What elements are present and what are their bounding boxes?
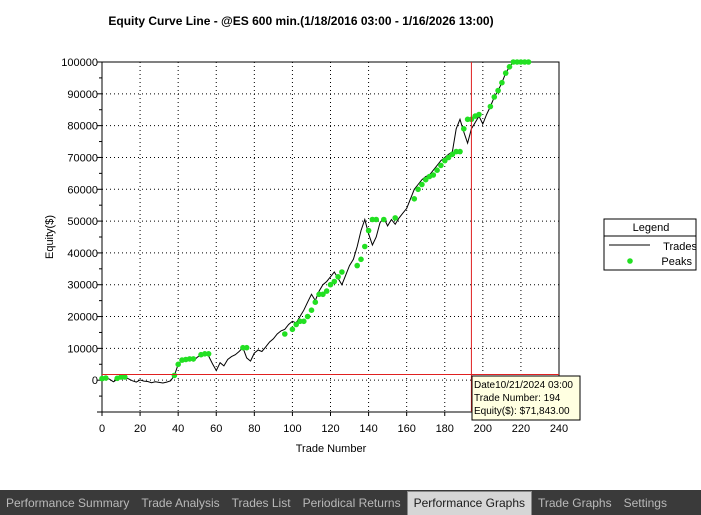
- tab-performance-graphs[interactable]: Performance Graphs: [406, 491, 532, 515]
- axis-ticks: 0 20 40 60 80 100 120 140 160 180 200 220 240 0 10000 2…: [61, 57, 568, 435]
- peak-point: [419, 181, 425, 188]
- x-tick-label: 40: [172, 423, 184, 435]
- y-axis-label: Equity($): [44, 215, 56, 259]
- x-tick-label: 20: [134, 423, 146, 435]
- legend-peaks-label: Peaks: [661, 256, 692, 268]
- peak-point: [487, 103, 494, 110]
- y-tick-label: 30000: [67, 280, 98, 292]
- peak-point: [491, 94, 498, 100]
- peak-point: [422, 176, 429, 183]
- equity-chart: Equity Curve Line - @ES 600 min.(1/18/20…: [44, 14, 697, 455]
- peak-point: [190, 356, 197, 362]
- y-tick-label: 40000: [67, 248, 98, 260]
- x-tick-label: 100: [283, 423, 301, 435]
- x-axis-label: Trade Number: [296, 443, 367, 455]
- peak-point: [320, 291, 326, 298]
- peak-point: [308, 307, 315, 314]
- peak-point: [175, 361, 181, 368]
- peak-point: [506, 64, 513, 70]
- peak-point: [289, 326, 296, 333]
- peak-point: [304, 313, 311, 320]
- tab-bar: Performance Summary Trade Analysis Trade…: [0, 490, 701, 515]
- chart-title: Equity Curve Line - @ES 600 min.(1/18/20…: [108, 14, 493, 28]
- y-tick-label: 80000: [67, 121, 98, 133]
- x-tick-label: 80: [248, 423, 260, 435]
- legend-title: Legend: [633, 222, 670, 234]
- x-tick-label: 240: [550, 423, 568, 435]
- y-tick-label: 20000: [67, 312, 98, 324]
- peak-point: [365, 227, 372, 234]
- x-tick-label: 200: [474, 423, 492, 435]
- legend-peaks-swatch: [627, 258, 633, 264]
- peak-point: [445, 154, 452, 161]
- peak-point: [335, 274, 341, 280]
- peak-point: [122, 374, 128, 380]
- peak-point: [476, 111, 482, 118]
- y-tick-label: 100000: [61, 57, 98, 69]
- crosshair: [102, 62, 559, 412]
- peak-point: [327, 281, 334, 288]
- peak-point: [502, 70, 509, 76]
- tooltip: Date10/21/2024 03:00 Trade Number: 194 E…: [471, 375, 581, 421]
- peak-point: [438, 162, 444, 169]
- peak-point: [358, 256, 364, 263]
- peak-point: [331, 278, 338, 285]
- peak-point: [339, 269, 345, 275]
- tab-performance-summary[interactable]: Performance Summary: [6, 496, 130, 510]
- peak-point: [243, 344, 250, 351]
- peak-point: [495, 87, 501, 94]
- peak-point: [362, 243, 368, 250]
- peak-point: [354, 262, 361, 269]
- peak-point: [282, 331, 288, 337]
- y-tick-label: 70000: [67, 152, 98, 164]
- y-tick-label: 90000: [67, 89, 98, 101]
- peak-point: [103, 375, 109, 381]
- peak-point: [434, 167, 440, 173]
- peak-point: [461, 126, 467, 132]
- x-tick-label: 140: [359, 423, 377, 435]
- tab-periodical-returns[interactable]: Periodical Returns: [302, 496, 401, 510]
- peak-point: [392, 215, 399, 221]
- peak-point: [293, 321, 300, 328]
- x-tick-label: 60: [210, 423, 222, 435]
- peak-point: [442, 157, 448, 164]
- peak-point: [415, 186, 421, 193]
- peak-point: [323, 288, 330, 294]
- peak-point: [525, 59, 532, 65]
- y-tick-label: 0: [92, 375, 98, 387]
- tooltip-trade-number: Trade Number: 194: [474, 393, 561, 404]
- tab-trade-graphs[interactable]: Trade Graphs: [538, 496, 612, 510]
- tab-settings[interactable]: Settings: [623, 496, 667, 510]
- x-tick-label: 0: [99, 423, 105, 435]
- series-layer: [99, 59, 532, 384]
- tooltip-date: Date10/21/2024 03:00: [474, 380, 573, 391]
- peak-point: [301, 318, 307, 325]
- x-tick-label: 180: [436, 423, 454, 435]
- peak-point: [430, 172, 437, 178]
- peak-point: [457, 148, 463, 155]
- legend-trades-label: Trades: [663, 241, 697, 253]
- tooltip-box: [471, 375, 581, 421]
- legend: Legend Trades Peaks: [603, 218, 697, 271]
- x-tick-label: 160: [397, 423, 415, 435]
- x-tick-label: 120: [321, 423, 339, 435]
- tab-trade-analysis[interactable]: Trade Analysis: [141, 496, 220, 510]
- peak-point: [373, 216, 380, 223]
- peak-point: [381, 216, 387, 223]
- tab-trades-list[interactable]: Trades List: [231, 496, 291, 510]
- y-tick-label: 50000: [67, 216, 98, 228]
- peak-point: [205, 351, 212, 357]
- x-tick-label: 220: [512, 423, 530, 435]
- y-tick-label: 10000: [67, 343, 98, 355]
- peak-point: [411, 196, 418, 202]
- y-tick-label: 60000: [67, 184, 98, 196]
- peak-point: [499, 79, 505, 86]
- tooltip-equity: Equity($): $71,843.00: [474, 406, 570, 417]
- plot-area: [101, 61, 560, 413]
- peak-point: [312, 299, 319, 306]
- peak-point: [171, 372, 178, 379]
